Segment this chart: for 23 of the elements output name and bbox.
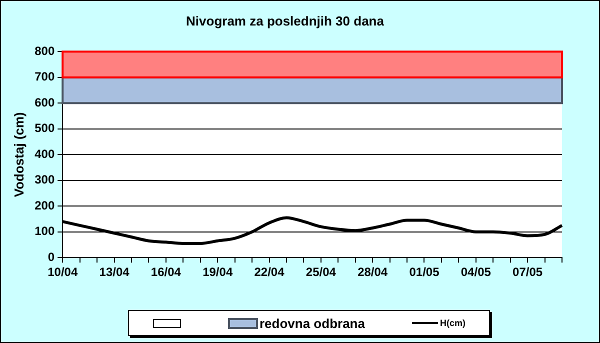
y-tick-label: 400 <box>34 146 55 161</box>
x-tick-label: 01/05 <box>409 265 440 280</box>
y-tick-label: 100 <box>34 224 55 238</box>
y-axis-title: Vodostaj (cm) <box>11 112 26 198</box>
x-tick-label: 10/04 <box>48 265 78 280</box>
y-tick-label: 200 <box>34 198 55 212</box>
x-tick-label: 16/04 <box>150 265 182 280</box>
x-tick-label: 07/05 <box>512 265 543 280</box>
y-tick-label: 700 <box>34 70 55 84</box>
x-tick-label: 04/05 <box>460 265 492 280</box>
legend-label: H(cm) <box>440 318 466 328</box>
x-tick-label: 22/04 <box>254 265 285 280</box>
y-tick-label: 800 <box>34 44 55 58</box>
legend-label: redovna odbrana <box>260 316 365 330</box>
x-tick-label: 13/04 <box>99 265 130 280</box>
y-tick-label: 500 <box>34 121 55 136</box>
x-tick-label: 19/04 <box>202 265 233 280</box>
y-tick-label: 300 <box>34 172 55 187</box>
y-tick-label: 0 <box>48 250 55 264</box>
x-tick-label: 25/04 <box>306 265 336 280</box>
y-tick-label: 600 <box>34 95 55 110</box>
chart-title: Nivogram za poslednjih 30 dana <box>186 13 385 28</box>
x-tick-label: 28/04 <box>358 265 388 280</box>
